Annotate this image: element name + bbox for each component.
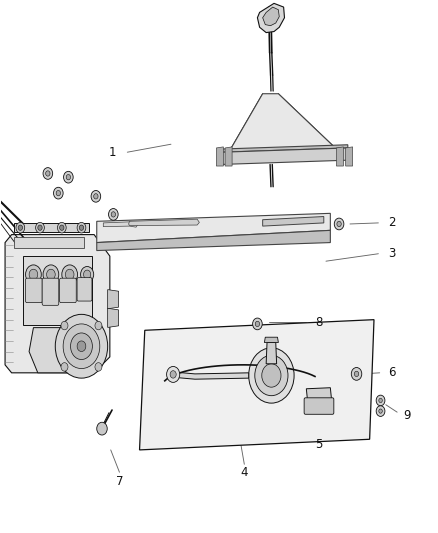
Circle shape (64, 171, 73, 183)
Circle shape (376, 406, 385, 416)
Polygon shape (306, 387, 332, 401)
Circle shape (61, 362, 68, 371)
Circle shape (95, 321, 102, 330)
Circle shape (255, 321, 260, 327)
Circle shape (95, 362, 102, 371)
Circle shape (46, 171, 50, 176)
Circle shape (25, 265, 41, 284)
Text: 2: 2 (388, 216, 395, 229)
Polygon shape (216, 147, 223, 166)
Circle shape (60, 225, 64, 230)
Polygon shape (14, 237, 84, 248)
Polygon shape (129, 219, 199, 225)
Circle shape (35, 222, 44, 233)
Circle shape (66, 174, 71, 180)
Circle shape (91, 190, 101, 202)
Circle shape (16, 222, 25, 233)
Circle shape (81, 266, 94, 282)
Circle shape (29, 269, 38, 280)
Polygon shape (5, 235, 110, 373)
Polygon shape (265, 337, 279, 343)
Circle shape (71, 333, 92, 360)
Circle shape (56, 190, 60, 196)
Circle shape (109, 208, 118, 220)
Circle shape (253, 318, 262, 330)
Circle shape (379, 409, 382, 413)
Circle shape (170, 370, 176, 378)
Circle shape (61, 321, 68, 330)
Polygon shape (29, 328, 90, 373)
Text: 1: 1 (108, 146, 116, 159)
Text: 3: 3 (388, 247, 395, 260)
Circle shape (57, 222, 66, 233)
Circle shape (43, 265, 59, 284)
Circle shape (111, 212, 116, 217)
Circle shape (46, 269, 55, 280)
Circle shape (379, 398, 382, 402)
Circle shape (376, 395, 385, 406)
Circle shape (62, 265, 78, 284)
Polygon shape (222, 145, 348, 152)
Circle shape (262, 364, 281, 387)
Polygon shape (263, 7, 279, 26)
Circle shape (97, 422, 107, 435)
Text: 9: 9 (403, 409, 410, 422)
Circle shape (77, 341, 86, 352)
FancyBboxPatch shape (77, 278, 92, 301)
Polygon shape (336, 147, 343, 166)
Polygon shape (171, 372, 249, 379)
Circle shape (63, 324, 100, 368)
Circle shape (334, 218, 344, 230)
Circle shape (79, 225, 84, 230)
Polygon shape (266, 343, 277, 364)
Polygon shape (346, 147, 353, 166)
Circle shape (337, 221, 341, 227)
Polygon shape (97, 230, 330, 251)
Polygon shape (97, 213, 330, 243)
Circle shape (77, 222, 86, 233)
Circle shape (55, 314, 108, 378)
Circle shape (354, 371, 359, 376)
Polygon shape (222, 148, 348, 165)
Polygon shape (258, 3, 285, 33)
Polygon shape (225, 147, 232, 166)
FancyBboxPatch shape (42, 278, 59, 305)
Text: 5: 5 (315, 438, 322, 451)
Polygon shape (263, 216, 324, 226)
Circle shape (351, 368, 362, 380)
Circle shape (18, 225, 22, 230)
Text: 8: 8 (315, 316, 322, 329)
Circle shape (84, 270, 91, 279)
Text: 7: 7 (116, 475, 123, 488)
Polygon shape (108, 289, 119, 309)
Circle shape (65, 269, 74, 280)
Text: 6: 6 (388, 366, 395, 379)
FancyBboxPatch shape (60, 278, 76, 303)
FancyBboxPatch shape (25, 278, 42, 303)
FancyBboxPatch shape (304, 398, 334, 414)
Circle shape (255, 356, 288, 395)
Polygon shape (227, 94, 343, 155)
Polygon shape (108, 308, 119, 327)
Circle shape (43, 167, 53, 179)
Circle shape (38, 225, 42, 230)
Polygon shape (14, 223, 89, 232)
Text: 4: 4 (240, 466, 248, 479)
Circle shape (53, 187, 63, 199)
Circle shape (166, 367, 180, 382)
Polygon shape (103, 222, 138, 227)
Circle shape (94, 193, 98, 199)
Circle shape (249, 348, 294, 403)
FancyBboxPatch shape (22, 256, 92, 325)
Polygon shape (140, 320, 374, 450)
